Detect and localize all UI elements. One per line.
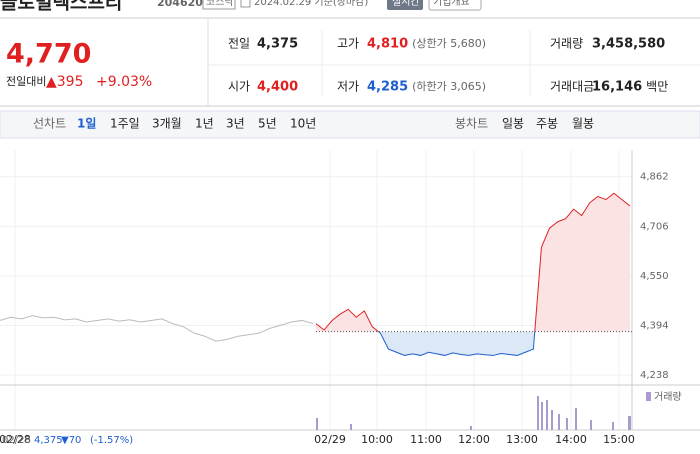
market-badge <box>202 0 236 10</box>
period-tab[interactable]: 1일 <box>77 117 96 131</box>
volume-bar <box>537 396 539 430</box>
clock-icon <box>240 0 251 8</box>
stat-value: 16,146 <box>592 80 642 95</box>
stat-value: 4,400 <box>257 80 298 95</box>
tab-label: 선차트 <box>33 117 66 131</box>
stat-label: 거래대금 <box>550 80 594 94</box>
stat-value: 3,458,580 <box>592 37 665 52</box>
stats: 전일 4,375 고가 4,810 (상한가 5,680) 거래량 3,458,580 시가 4… <box>228 37 668 95</box>
rise-area <box>316 193 630 332</box>
volume-bar <box>350 424 352 430</box>
volume-bar <box>470 426 472 430</box>
volume-bar <box>575 408 577 430</box>
volume-bar <box>558 414 560 430</box>
candle-tab[interactable]: 일봉 <box>502 117 524 131</box>
fall-line <box>377 331 536 356</box>
y-tick-label: 4,238 <box>640 370 669 381</box>
period-tab[interactable]: 10년 <box>290 117 316 131</box>
x-tick-label: 11:00 <box>410 433 442 446</box>
period-tab[interactable]: 1주일 <box>110 117 140 131</box>
tab-label: 봉차트 <box>455 117 488 131</box>
stat-label: 저가 <box>337 80 359 94</box>
volume-bars <box>316 396 631 430</box>
period-tab[interactable]: 5년 <box>258 117 277 131</box>
candle-tab[interactable]: 주봉 <box>536 117 558 131</box>
stat-note: (하한가 3,065) <box>412 79 486 93</box>
company-button[interactable] <box>428 0 482 11</box>
x-tick-label: 13:00 <box>506 433 538 446</box>
stat-note: (상한가 5,680) <box>412 37 486 50</box>
current-price: 4,770 <box>6 39 91 70</box>
period-tab[interactable]: 3개월 <box>152 117 182 131</box>
x-tick-label: 02/29 <box>314 433 346 446</box>
period-tab[interactable]: 1년 <box>195 117 214 131</box>
stat-label: 시가 <box>228 80 250 94</box>
period-tab[interactable]: 3년 <box>226 117 245 131</box>
stat-unit: 백만 <box>646 80 668 94</box>
change-label: 전일대비 <box>6 74 46 88</box>
x-tick-label: 14:00 <box>555 433 587 446</box>
realtime-button[interactable] <box>387 0 423 10</box>
previous-line <box>0 315 314 342</box>
y-tick-label: 4,706 <box>640 221 669 232</box>
volume-bar <box>316 418 318 430</box>
x-tick-label: 12:00 <box>458 433 490 446</box>
volume-bar <box>551 410 553 430</box>
footer-close: 4,375 <box>34 435 63 446</box>
tabs: 선차트 1일 1주일 3개월 1년 3년 5년 10년 봉차트 일봉 주봉 월봉 <box>33 117 594 131</box>
volume-bar <box>628 416 631 430</box>
stock-code: 204620 <box>157 0 203 9</box>
volume-bar <box>566 418 568 430</box>
volume-legend-swatch <box>646 392 651 401</box>
stat-label: 고가 <box>337 37 359 51</box>
stat-label: 전일 <box>228 37 250 51</box>
chart: 02/28 02/29 10:00 11:00 12:00 13:00 14:00 15:00… <box>0 150 669 446</box>
volume-bar <box>546 400 548 430</box>
y-tick-label: 4,862 <box>640 172 669 183</box>
x-tick-label: 10:00 <box>361 433 393 446</box>
stat-value: 4,285 <box>367 80 408 95</box>
rise-line <box>315 192 631 332</box>
volume-bar <box>541 402 543 430</box>
realtime[interactable]: 실시간 <box>392 0 420 8</box>
y-tick-label: 4,394 <box>640 321 669 332</box>
volume-bar <box>590 420 592 430</box>
market: 코스닥 <box>206 0 234 8</box>
stock-name: 글로벌텍스프리 <box>0 0 122 14</box>
x-tick-label: 02/28 <box>0 433 31 446</box>
footer-change: ▼70 <box>61 435 81 446</box>
volume-bar <box>612 422 614 430</box>
footer-date: 02/28 <box>2 435 31 446</box>
fall-area <box>378 331 535 356</box>
volume-label: 거래량 <box>654 391 682 403</box>
candle-tab[interactable]: 월봉 <box>572 117 594 131</box>
y-tick-label: 4,550 <box>640 271 669 282</box>
stat-value: 4,375 <box>257 37 298 52</box>
tab-bar <box>0 110 700 139</box>
date: 2024.02.29 기준(장마감) <box>254 0 368 8</box>
change: ▲395 <box>46 74 84 90</box>
company-info[interactable]: 기업개요 <box>433 0 470 8</box>
change-pct: +9.03% <box>96 74 152 90</box>
x-tick-label: 15:00 <box>603 433 635 446</box>
stat-label: 거래량 <box>550 37 583 51</box>
stat-value: 4,810 <box>367 37 408 52</box>
footer-change-pct: (-1.57%) <box>90 435 133 446</box>
